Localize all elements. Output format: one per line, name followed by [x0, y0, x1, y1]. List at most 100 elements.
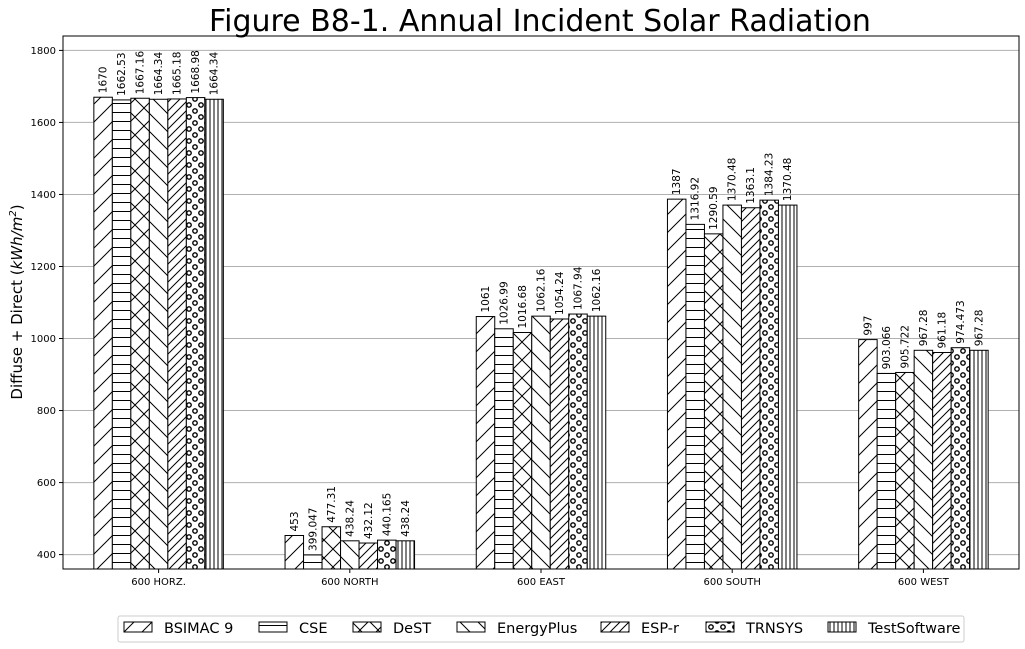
- bar: [703, 233, 724, 570]
- data-label: 440.165: [381, 493, 393, 536]
- bar: [722, 204, 742, 570]
- chart-title: Figure B8-1. Annual Incident Solar Radia…: [209, 4, 871, 39]
- y-tick-label: 400: [37, 550, 56, 561]
- bar: [204, 98, 224, 570]
- x-tick-label: 600 HORZ.: [131, 577, 186, 588]
- y-tick-label: 800: [37, 406, 56, 417]
- data-label: 1054.24: [554, 271, 566, 315]
- bar: [284, 535, 305, 570]
- legend-swatch: [123, 621, 153, 633]
- bar: [475, 316, 496, 570]
- bar: [167, 98, 187, 570]
- bar: [740, 207, 761, 570]
- data-label: 1016.68: [517, 285, 529, 328]
- bar: [148, 98, 169, 570]
- bar: [111, 99, 132, 570]
- data-label: 1662.53: [116, 52, 128, 95]
- bar: [759, 199, 779, 570]
- bar: [531, 315, 551, 570]
- data-label: 967.28: [973, 310, 985, 347]
- data-label: 905.722: [899, 325, 911, 368]
- data-label: 903.066: [881, 326, 893, 370]
- y-axis-label: Diffuse + Direct (kWh/m2): [8, 204, 26, 399]
- legend-label: BSIMAC 9: [164, 621, 233, 637]
- data-label: 1668.98: [190, 50, 202, 93]
- bar: [568, 313, 588, 570]
- bar: [895, 371, 915, 570]
- bar: [913, 349, 934, 570]
- bar: [358, 542, 379, 570]
- bar: [685, 223, 705, 570]
- y-axis-ticks: 400 600 800 1000 1200 1400 1600 1800: [31, 46, 63, 561]
- legend-label: DeST: [393, 621, 431, 637]
- legend-label: EnergyPlus: [497, 621, 577, 637]
- legend-label: TestSoftware: [867, 621, 961, 637]
- data-label: 1290.59: [708, 186, 720, 229]
- bar: [185, 97, 206, 570]
- data-label: 1316.92: [690, 177, 702, 220]
- data-label: 438.24: [344, 500, 356, 537]
- bar: [340, 540, 360, 570]
- data-label: 1664.34: [153, 52, 165, 96]
- bars: [93, 96, 989, 570]
- bar: [858, 339, 878, 570]
- x-tick-label: 600 WEST: [898, 577, 950, 588]
- data-label: 438.24: [400, 500, 412, 537]
- bar: [969, 349, 989, 570]
- bar: [586, 315, 607, 570]
- data-label: 1370.48: [782, 158, 794, 201]
- legend-swatch: [600, 621, 630, 633]
- y-tick-label: 1400: [31, 190, 56, 201]
- bar: [303, 554, 323, 570]
- legend-swatch: [705, 621, 735, 633]
- data-label: 997: [862, 316, 874, 336]
- data-labels: 1670 1662.53 1667.16 1664.34 1665.18 1668.98 1…: [98, 50, 986, 551]
- data-label: 1062.16: [536, 268, 548, 312]
- x-tick-label: 600 NORTH: [321, 577, 378, 588]
- data-label: 432.12: [363, 502, 375, 539]
- bar: [377, 539, 397, 570]
- bar: [666, 198, 687, 570]
- x-axis-ticks: 600 HORZ. 600 NORTH 600 EAST 600 SOUTH 600 W…: [131, 569, 950, 588]
- legend-frame: [117, 615, 965, 643]
- bar: [395, 540, 416, 570]
- bar: [876, 372, 897, 570]
- y-tick-label: 1200: [31, 262, 56, 273]
- data-label: 974.473: [955, 300, 967, 343]
- data-label: 1665.18: [172, 52, 184, 95]
- y-tick-label: 1800: [31, 46, 56, 57]
- legend-label: ESP-r: [641, 621, 679, 637]
- data-label: 477.31: [326, 486, 338, 523]
- y-tick-label: 600: [37, 478, 56, 489]
- x-tick-label: 600 EAST: [517, 577, 566, 588]
- bar: [494, 328, 514, 570]
- legend-swatch: [456, 621, 486, 633]
- data-label: 967.28: [918, 310, 930, 347]
- data-label: 399.047: [307, 508, 319, 551]
- data-label: 1363.1: [745, 167, 757, 204]
- bar: [130, 97, 150, 570]
- data-label: 1664.34: [209, 52, 221, 96]
- bar: [321, 526, 342, 570]
- bar: [93, 96, 113, 570]
- data-label: 1062.16: [591, 268, 603, 312]
- data-label: 1387: [671, 168, 683, 195]
- bar: [549, 318, 570, 570]
- data-label: 1670: [98, 66, 110, 93]
- data-label: 453: [289, 511, 301, 531]
- data-label: 961.18: [936, 312, 948, 349]
- bar: [950, 347, 971, 570]
- legend-label: CSE: [299, 621, 328, 637]
- bar: [512, 332, 533, 570]
- data-label: 1067.94: [573, 266, 585, 310]
- data-label: 1026.99: [499, 281, 511, 324]
- legend-swatch: [352, 621, 382, 633]
- y-tick-label: 1000: [31, 334, 56, 345]
- legend-label: TRNSYS: [745, 621, 803, 637]
- y-tick-label: 1600: [31, 118, 56, 129]
- bar: [932, 351, 952, 570]
- legend: BSIMAC 9 CSE DeST EnergyPlus ESP-r TRNSYS Test…: [117, 615, 965, 643]
- x-tick-label: 600 SOUTH: [703, 577, 760, 588]
- data-label: 1061: [480, 286, 492, 313]
